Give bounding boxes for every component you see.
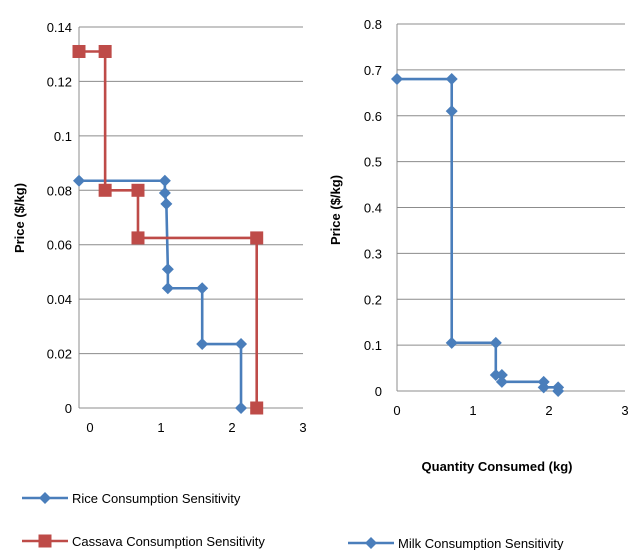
series-rice-consumption-sensitivity [73, 174, 248, 414]
data-point [161, 263, 174, 276]
data-point [250, 401, 264, 415]
y-tick-label: 0.5 [364, 155, 382, 170]
data-point [235, 338, 248, 351]
data-point [489, 368, 502, 381]
x-tick-label: 3 [299, 420, 306, 435]
legend-item: Rice Consumption Sensitivity [22, 491, 241, 506]
data-point [131, 231, 145, 245]
y-axis-title: Price ($/kg) [12, 183, 27, 253]
chart-right: 0 0.1 0.2 0.3 0.4 0.5 0.6 0.7 0.8 0 1 2 3 Price ($/kg… [328, 17, 628, 474]
y-tick-label: 0.04 [47, 292, 72, 307]
legend-label: Cassava Consumption Sensitivity [72, 534, 265, 549]
data-point [552, 385, 565, 397]
x-tick-label: 0 [86, 420, 93, 435]
y-tick-label: 0.8 [364, 17, 382, 32]
legend-label: Rice Consumption Sensitivity [72, 491, 241, 506]
y-tick-label: 0.12 [47, 74, 72, 89]
legend-marker [38, 534, 52, 548]
data-point [161, 282, 174, 295]
x-tick-label: 2 [228, 420, 235, 435]
legend-item: Milk Consumption Sensitivity [348, 536, 564, 550]
data-point [158, 187, 171, 200]
y-tick-label: 0.06 [47, 238, 72, 253]
y-tick-label: 0.08 [47, 183, 72, 198]
chart-left: 0 0.02 0.04 0.06 0.08 0.1 0.12 0.14 0 1 2 3 Price ($… [12, 20, 307, 435]
data-point [196, 282, 209, 295]
series-line [397, 77, 560, 391]
y-tick-label: 0.4 [364, 201, 382, 216]
data-point [495, 375, 508, 388]
y-tick-label: 0.14 [47, 20, 72, 35]
series-line [79, 179, 243, 408]
data-point [196, 338, 209, 351]
data-point [495, 368, 508, 381]
data-point [72, 44, 86, 58]
data-point [445, 336, 458, 349]
data-point [235, 402, 248, 414]
data-point [73, 174, 85, 187]
legend-item: Cassava Consumption Sensitivity [22, 534, 265, 549]
x-tick-label: 0 [393, 403, 400, 418]
data-point [445, 105, 458, 118]
series-cassava-consumption-sensitivity [72, 44, 264, 415]
y-tick-label: 0.02 [47, 347, 72, 362]
data-point [131, 183, 145, 197]
y-tick-label: 0 [65, 401, 72, 416]
legend-label: Milk Consumption Sensitivity [398, 536, 564, 550]
y-tick-label: 0.6 [364, 109, 382, 124]
legend-marker [365, 537, 377, 549]
x-tick-label: 2 [545, 403, 552, 418]
data-point [489, 336, 502, 349]
y-tick-label: 0 [375, 384, 382, 399]
y-tick-label: 0.1 [54, 129, 72, 144]
y-tick-label: 0.3 [364, 246, 382, 261]
y-axis-title: Price ($/kg) [328, 175, 343, 245]
data-point [98, 44, 112, 58]
y-tick-label: 0.2 [364, 292, 382, 307]
data-point [158, 174, 171, 187]
series-milk-consumption-sensitivity [391, 73, 565, 397]
data-point [445, 73, 458, 86]
data-point [537, 381, 550, 394]
x-tick-label: 1 [469, 403, 476, 418]
data-point [391, 73, 403, 86]
data-point [160, 197, 173, 210]
data-point [250, 231, 264, 245]
x-axis-title: Quantity Consumed (kg) [422, 459, 573, 474]
legend-marker [39, 492, 51, 504]
data-point [98, 183, 112, 197]
x-tick-label: 1 [157, 420, 164, 435]
legend: Rice Consumption Sensitivity Cassava Cons… [22, 491, 564, 550]
y-tick-label: 0.1 [364, 338, 382, 353]
x-tick-label: 3 [621, 403, 628, 418]
y-tick-label: 0.7 [364, 63, 382, 78]
